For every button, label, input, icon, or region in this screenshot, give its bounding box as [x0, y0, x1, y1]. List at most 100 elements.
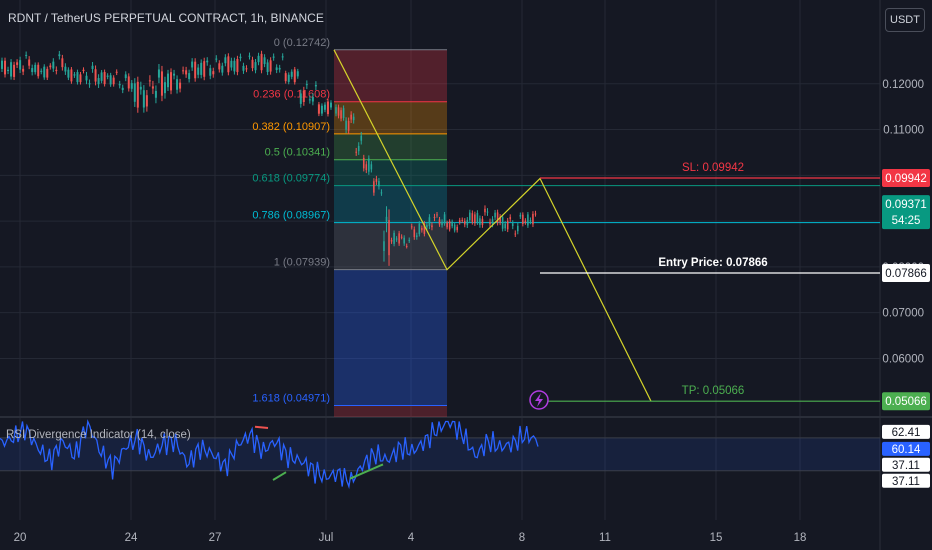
- candle-body: [118, 83, 121, 86]
- candle-body: [446, 222, 448, 228]
- currency-button[interactable]: USDT: [885, 8, 925, 32]
- candle-body: [10, 62, 13, 77]
- fib-zone: [334, 49, 447, 102]
- price-tag-bg: [882, 441, 930, 456]
- candle-body: [418, 223, 421, 235]
- candle-body: [489, 222, 491, 225]
- candle-body: [188, 73, 191, 80]
- candle-body: [37, 64, 40, 77]
- projection-path-line: [333, 49, 652, 402]
- projection-path[interactable]: [333, 49, 652, 402]
- candle-body: [88, 83, 91, 85]
- candle-body: [474, 214, 476, 224]
- candle-body: [133, 83, 136, 102]
- candle-body: [115, 71, 118, 73]
- candle-body: [293, 69, 296, 83]
- fib-level-label: 0.618 (0.09774): [252, 173, 330, 185]
- tp-label: TP: 0.05066: [682, 385, 745, 397]
- candle-body: [329, 102, 332, 108]
- flash-icon[interactable]: [529, 390, 549, 410]
- candle-body: [527, 214, 529, 226]
- candle-body: [16, 62, 19, 65]
- candle-body: [4, 60, 7, 75]
- candle-body: [163, 82, 166, 94]
- candle-body: [76, 72, 79, 83]
- candle-body: [179, 82, 182, 89]
- candle-body: [260, 53, 263, 71]
- candle-body: [248, 55, 251, 57]
- candle-body: [176, 79, 179, 90]
- candle-body: [509, 217, 512, 220]
- candle-body: [305, 84, 308, 86]
- rsi-divergence-bear: [254, 425, 269, 429]
- candle-body: [100, 72, 103, 81]
- candle-body: [421, 227, 423, 231]
- price-tags: 0.09942 0.09371 54:25 0.07866 0.05066 62.41 60…: [882, 168, 930, 488]
- candle-body: [242, 65, 245, 71]
- fib-level-label: 0 (0.12742): [274, 37, 330, 49]
- candle-body: [534, 213, 537, 215]
- candle-body: [236, 58, 239, 73]
- candle-body: [142, 90, 145, 108]
- candle-body: [230, 60, 233, 68]
- candle-body: [203, 61, 206, 77]
- candle-body: [484, 208, 486, 213]
- rsi-band: [0, 437, 880, 471]
- price-tag: 0.07866: [882, 264, 930, 283]
- candle-body: [31, 68, 34, 72]
- candle-body: [355, 151, 357, 153]
- candle-body: [79, 74, 82, 83]
- fib-level-label: 0.5 (0.10341): [265, 147, 330, 159]
- fib-zone: [334, 101, 447, 134]
- fib-zone: [334, 159, 447, 186]
- candle-body: [413, 229, 416, 238]
- rsi-pane[interactable]: [0, 419, 880, 490]
- candle-body: [390, 240, 393, 242]
- candle-body: [34, 64, 37, 73]
- fib-level-label: 0.786 (0.08967): [252, 210, 330, 222]
- price-tag: 37.11: [882, 473, 930, 488]
- price-tag: 60.14: [882, 441, 930, 456]
- price-tag-text: 0.09942: [885, 173, 927, 185]
- fib-zone: [334, 133, 447, 160]
- candle-body: [194, 61, 197, 79]
- candle-body: [112, 77, 115, 85]
- candle-body: [91, 65, 94, 70]
- candle-body: [266, 62, 269, 72]
- candle-body: [139, 86, 142, 90]
- candle-body: [317, 104, 320, 114]
- candle-body: [284, 73, 287, 82]
- price-tag-text: 62.41: [892, 427, 921, 439]
- x-tick-label: 27: [209, 532, 222, 544]
- price-tag-bg: [882, 473, 930, 488]
- candle-body: [433, 216, 436, 219]
- candlestick-series: [1, 50, 537, 266]
- candle-body: [426, 224, 428, 228]
- candle-body: [323, 104, 326, 110]
- price-tag: 37.11: [882, 457, 930, 472]
- candle-body: [28, 59, 31, 66]
- candle-body: [94, 69, 97, 82]
- candle-body: [335, 107, 337, 114]
- trade-lines[interactable]: SL: 0.09942 Entry Price: 0.07866 TP: 0.050…: [540, 162, 880, 402]
- candle-body: [481, 218, 484, 226]
- candle-body: [370, 164, 373, 170]
- price-tag-bg: [882, 457, 930, 472]
- rsi-indicator-title[interactable]: RSI Divergence Indicator (14, close): [6, 429, 191, 441]
- price-tag-text: 0.07866: [885, 268, 927, 280]
- price-tag-bg: [882, 264, 930, 283]
- candle-body: [25, 54, 28, 56]
- price-tag-subtext: 54:25: [892, 215, 921, 227]
- candle-body: [43, 66, 46, 78]
- price-tag: 0.05066: [882, 392, 930, 411]
- candle-body: [121, 87, 124, 91]
- candle-body: [443, 214, 446, 224]
- candle-body: [22, 68, 25, 72]
- candle-body: [486, 211, 489, 213]
- fibonacci-retracement[interactable]: 0 (0.12742) 0.236 (0.11608) 0.382 (0.10907…: [252, 37, 880, 417]
- candle-body: [385, 216, 388, 222]
- candle-body: [64, 66, 67, 72]
- candle-body: [403, 237, 405, 244]
- candle-body: [55, 69, 58, 71]
